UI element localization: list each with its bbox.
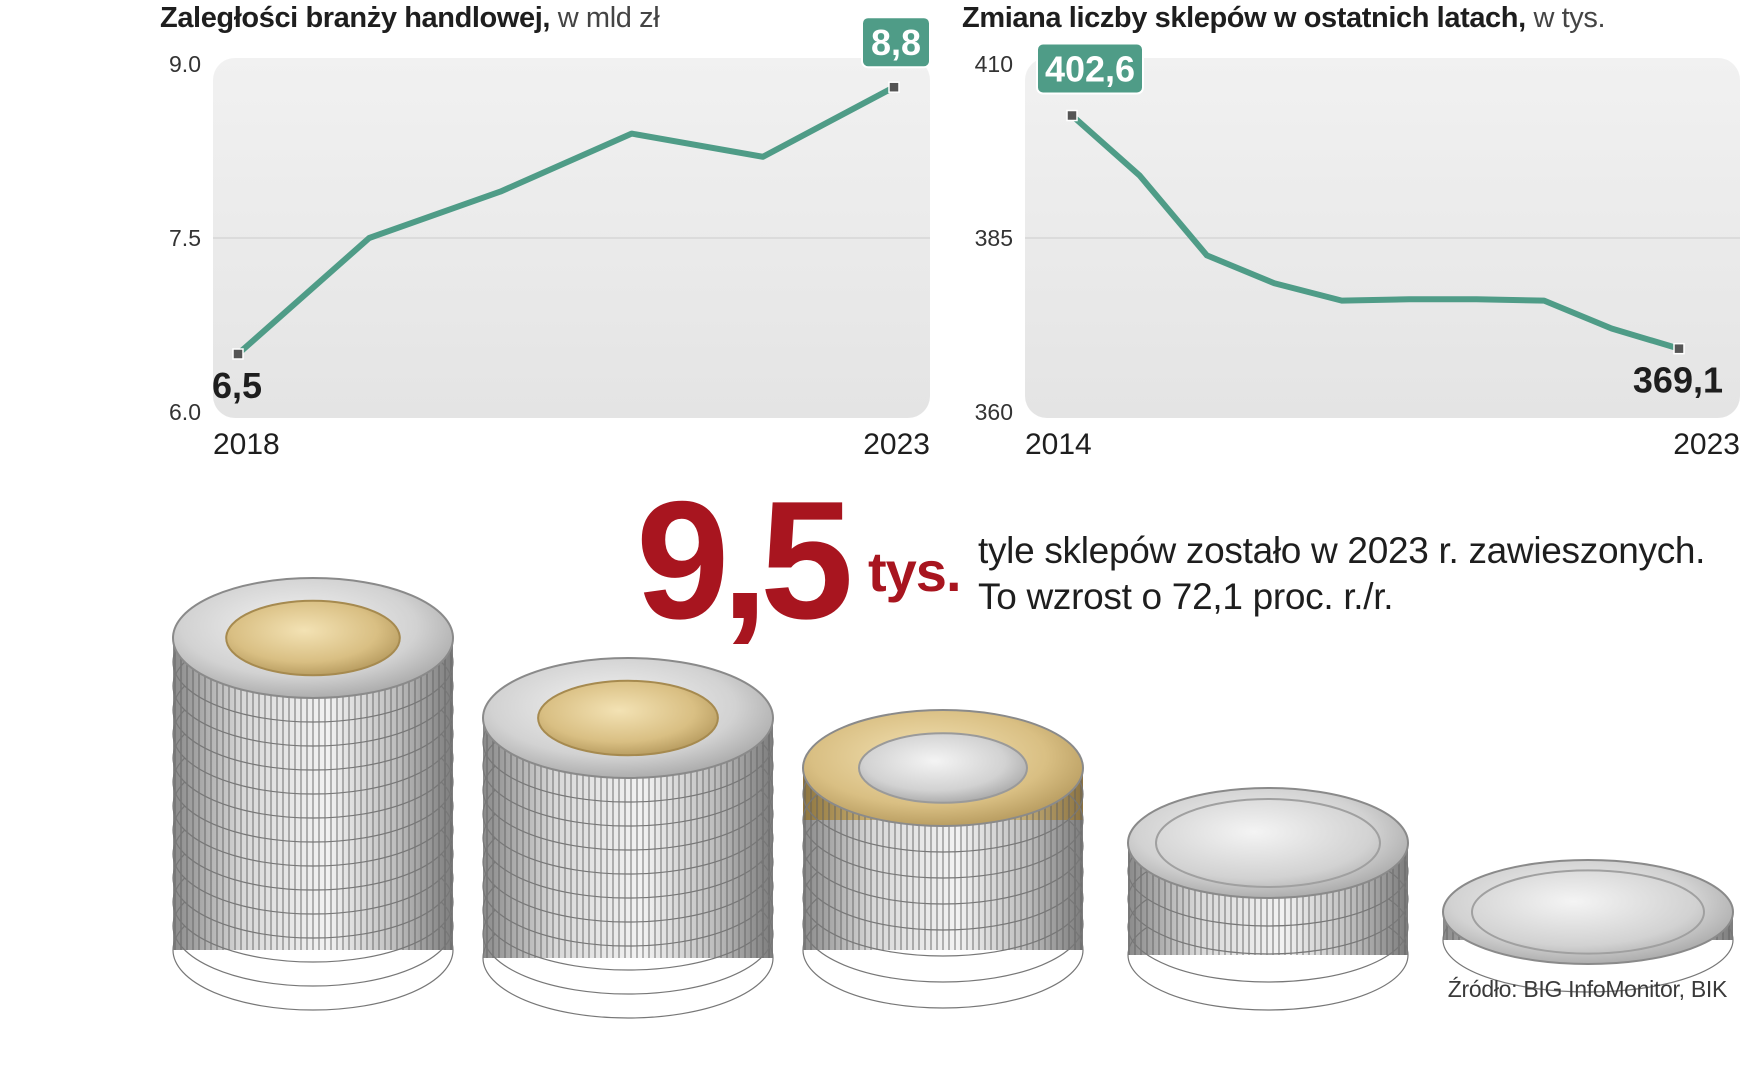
chart1-title-text: Zaległości branży handlowej, <box>160 2 551 34</box>
y-tick-label: 9.0 <box>169 51 201 77</box>
y-tick-label: 360 <box>975 399 1013 425</box>
data-point <box>1066 109 1078 122</box>
y-tick-label: 385 <box>975 225 1013 251</box>
y-tick-label: 7.5 <box>169 225 201 251</box>
highlight-label-box <box>861 16 931 69</box>
coin-stack <box>802 709 1084 1009</box>
series-line <box>1069 112 1682 352</box>
data-point <box>1673 342 1685 355</box>
chart1-subtitle: w mld zł <box>557 2 660 34</box>
chart1-title: Zaległości branży handlowej, w mld zł <box>160 0 660 36</box>
x-tick-label: 2023 <box>863 428 930 461</box>
y-tick-label: 6.0 <box>169 399 201 425</box>
charts-svg: 9.0 7.5 6.0 2018 2023 6,5 8,8 410 385 360 2014 202… <box>169 16 1740 461</box>
data-label: 6,5 <box>212 365 262 406</box>
highlight-label-box <box>1036 42 1144 95</box>
coin-stacks <box>172 577 1734 1019</box>
coin-stack <box>172 577 454 1011</box>
series-line <box>235 84 897 357</box>
highlight-text-line2: To wzrost o 72,1 proc. r./r. <box>978 576 1394 617</box>
coin-stack <box>482 657 774 1019</box>
data-label: 8,8 <box>871 22 921 63</box>
data-label: 402,6 <box>1045 49 1135 90</box>
chart1: 9.0 7.5 6.0 2018 2023 6,5 8,8 <box>169 16 931 461</box>
chart2: 410 385 360 2014 2023 402,6 369,1 <box>975 42 1740 461</box>
x-tick-label: 2014 <box>1025 428 1092 461</box>
source-note: Źródło: BIG InfoMonitor, BIK <box>1447 976 1728 1002</box>
chart2-subtitle: w tys. <box>1533 2 1606 34</box>
highlight-number: 9,5 <box>636 466 854 654</box>
data-point <box>888 81 900 93</box>
x-tick-label: 2023 <box>1673 428 1740 461</box>
chart2-title: Zmiana liczby sklepów w ostatnich latach… <box>962 0 1606 36</box>
data-point <box>232 348 244 360</box>
data-label: 369,1 <box>1633 360 1723 401</box>
chart2-title-text: Zmiana liczby sklepów w ostatnich latach… <box>962 2 1526 34</box>
highlight-unit: tys. <box>868 540 961 603</box>
coin-stack <box>1442 859 1734 993</box>
x-tick-label: 2018 <box>213 428 280 461</box>
coin-stack <box>1127 787 1409 1011</box>
y-tick-label: 410 <box>975 51 1013 77</box>
highlight-text-line1: tyle sklepów zostało w 2023 r. zawieszon… <box>978 530 1706 571</box>
